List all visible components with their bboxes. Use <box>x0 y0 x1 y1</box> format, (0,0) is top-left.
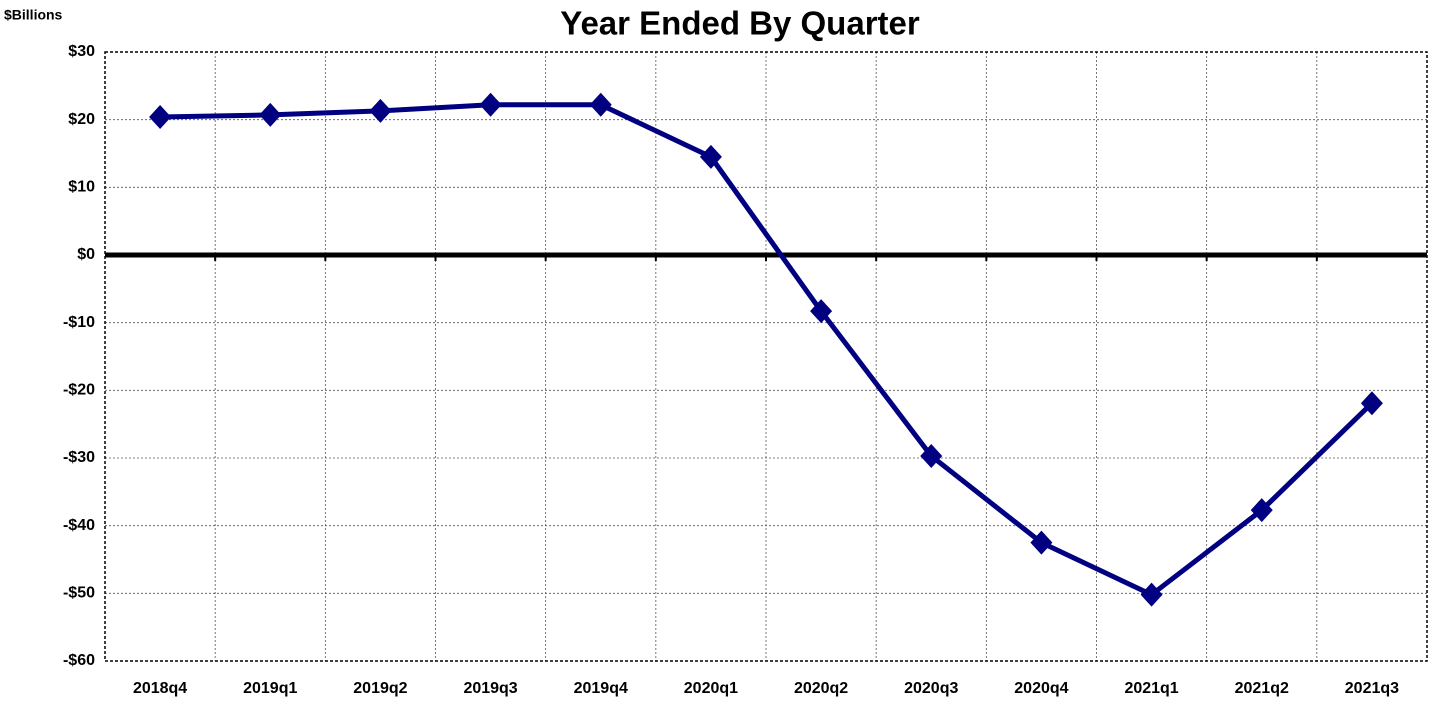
y-tick-label: -$40 <box>63 517 95 534</box>
x-tick-label: 2021q3 <box>1345 680 1399 697</box>
marker <box>259 102 282 127</box>
x-tick-label: 2018q4 <box>133 680 187 697</box>
plot-border <box>104 51 1428 662</box>
y-tick-label: $20 <box>68 111 95 128</box>
marker <box>149 104 172 129</box>
y-tick-label: $10 <box>68 179 95 196</box>
marker <box>699 144 722 169</box>
x-tick-label: 2020q2 <box>794 680 848 697</box>
line-series <box>160 102 1374 598</box>
marker <box>1360 391 1383 416</box>
marker <box>589 92 612 117</box>
marker <box>810 299 833 324</box>
y-tick-label: -$60 <box>63 652 95 669</box>
marker <box>920 443 943 468</box>
marker <box>479 92 502 117</box>
marker <box>369 98 392 123</box>
x-tick-label: 2020q3 <box>904 680 958 697</box>
chart-title: Year Ended By Quarter <box>560 5 920 42</box>
marker <box>1030 530 1053 555</box>
x-tick-label: 2019q3 <box>463 680 517 697</box>
x-tick-label: 2020q4 <box>1014 680 1068 697</box>
x-tick-label: 2019q1 <box>243 680 297 697</box>
x-tick-label: 2019q2 <box>353 680 407 697</box>
x-tick-label: 2021q1 <box>1124 680 1178 697</box>
marker <box>1250 498 1273 523</box>
x-tick-label: 2020q1 <box>684 680 738 697</box>
marker <box>1140 582 1163 607</box>
x-tick-label: 2019q4 <box>574 680 628 697</box>
x-tick-label: 2021q2 <box>1235 680 1289 697</box>
y-tick-label: -$50 <box>63 585 95 602</box>
y-tick-label: -$30 <box>63 449 95 466</box>
y-tick-label: -$10 <box>63 314 95 331</box>
y-tick-label: $30 <box>68 43 95 60</box>
y-tick-label: -$20 <box>63 382 95 399</box>
y-axis-label: $Billions <box>4 7 63 23</box>
y-tick-label: $0 <box>77 246 95 263</box>
